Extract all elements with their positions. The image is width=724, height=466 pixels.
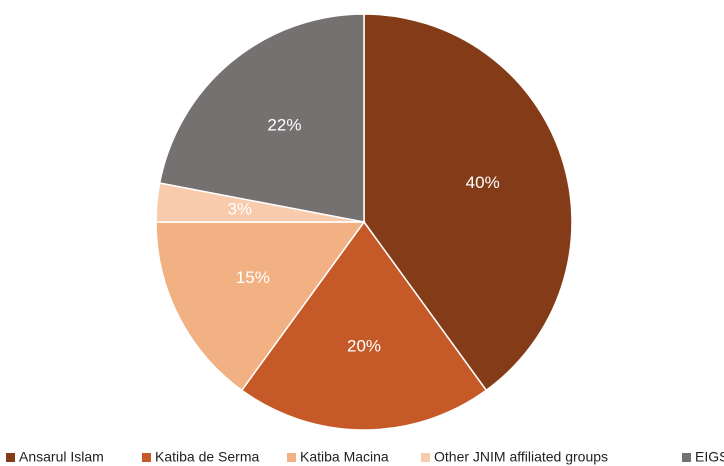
pie-slice	[240, 220, 488, 431]
pie-slice	[155, 221, 366, 392]
data-label: 40%	[466, 173, 500, 192]
data-label: 20%	[347, 336, 381, 355]
data-label: 15%	[236, 268, 270, 287]
legend-swatch	[682, 453, 691, 462]
legend-swatch	[6, 453, 15, 462]
data-label: 3%	[227, 200, 252, 219]
data-label: 22%	[267, 115, 301, 134]
legend-label: Ansarul Islam	[19, 449, 104, 465]
pie-slice	[363, 13, 573, 392]
legend-swatch	[287, 453, 296, 462]
legend-swatch	[142, 453, 151, 462]
legend-label: Katiba de Serma	[155, 449, 259, 465]
legend-label: EIGS	[695, 449, 724, 465]
legend-label: Katiba Macina	[300, 449, 389, 465]
pie-slice	[158, 13, 365, 223]
legend-swatch	[421, 453, 430, 462]
legend-label: Other JNIM affiliated groups	[434, 449, 608, 465]
